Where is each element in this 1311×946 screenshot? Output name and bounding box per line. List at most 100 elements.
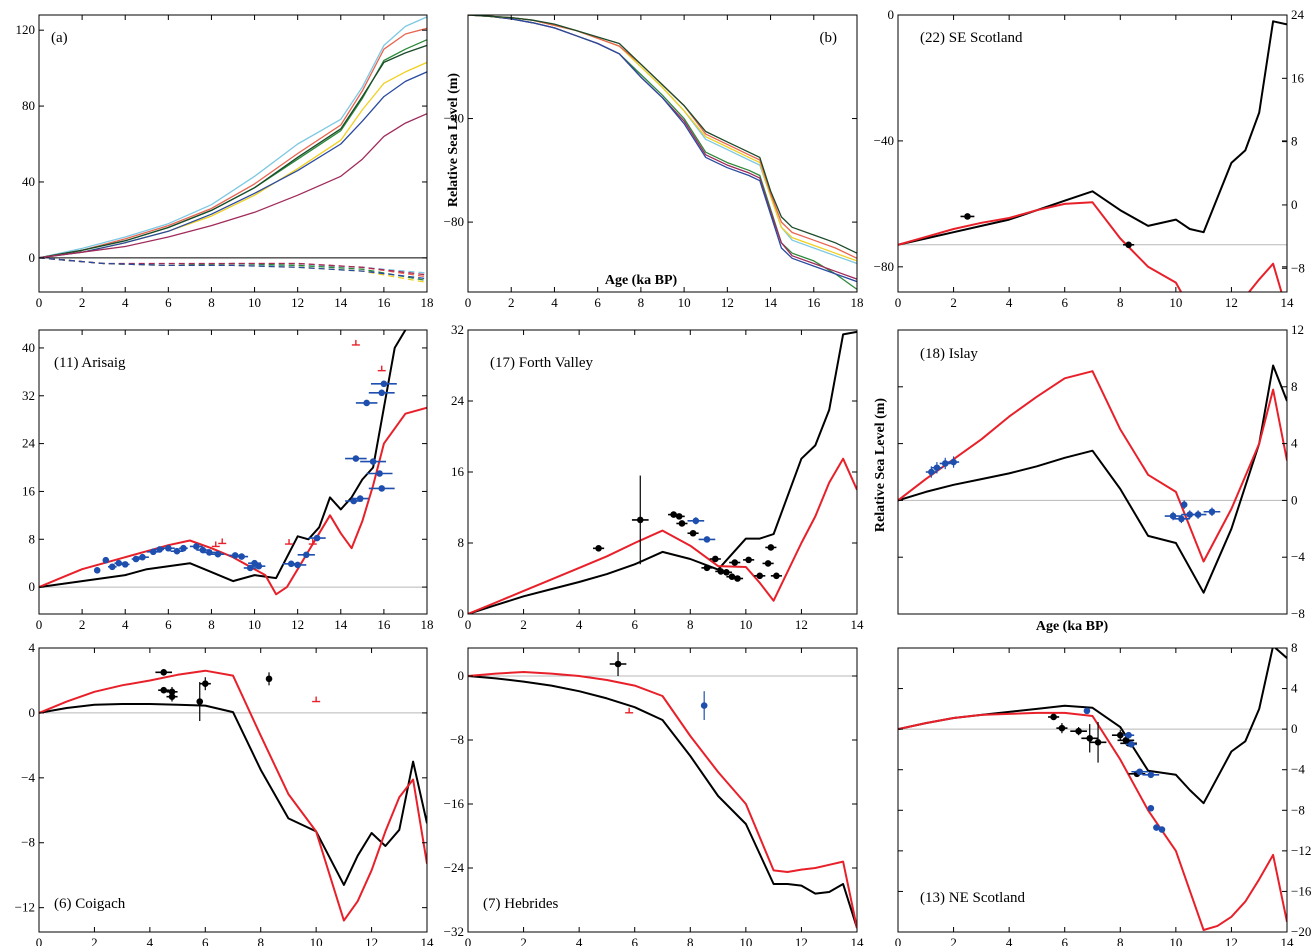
data-point-3	[168, 693, 176, 700]
data-point-3	[675, 513, 683, 520]
x-tick-label: 10	[678, 295, 691, 310]
x-tick-label: 14	[334, 295, 348, 310]
data-point-6	[265, 675, 273, 683]
plot-data	[468, 15, 857, 290]
x-axis-label-f: Age (ka BP)	[1036, 619, 1109, 634]
x-tick-label: 2	[950, 935, 957, 946]
y-axis-label-f: Relative Sea Level (m)	[873, 398, 888, 532]
x-tick-label: 6	[1061, 295, 1068, 310]
data-point-1	[1058, 724, 1066, 732]
y-tick-label: −4	[1291, 762, 1305, 777]
plot-frame	[897, 647, 1288, 933]
series-line-4	[39, 61, 427, 259]
y-tick-label: 80	[22, 98, 35, 113]
y2-tick-label: −8	[1291, 260, 1305, 275]
x-tick-label: 0	[465, 617, 472, 632]
y-tick-label: 8	[1291, 640, 1298, 655]
data-point-14	[205, 549, 213, 556]
x-tick-label: 14	[421, 935, 435, 946]
series-line-0	[898, 648, 1287, 805]
y-tick-label: 24	[22, 436, 36, 451]
x-tick-label: 18	[851, 295, 864, 310]
x-tick-label: 14	[1281, 295, 1295, 310]
data-point-6	[1180, 501, 1188, 508]
y-tick-label: −80	[444, 214, 464, 229]
x-tick-label: 12	[291, 617, 304, 632]
x-tick-label: 12	[795, 617, 808, 632]
data-point-2	[1075, 727, 1082, 735]
data-point-33	[380, 380, 388, 388]
plot-frame	[897, 329, 1288, 615]
x-tick-label: 0	[895, 935, 902, 946]
data-point-1	[700, 702, 708, 709]
data-point-1	[1125, 241, 1132, 249]
x-tick-label: 0	[36, 295, 43, 310]
x-tick-label: 4	[122, 295, 129, 310]
y-tick-label: −40	[444, 111, 464, 126]
data-point-16	[1158, 826, 1166, 833]
y-tick-label: 40	[22, 340, 35, 355]
data-point-27	[363, 399, 370, 407]
y-tick-label: −8	[21, 835, 35, 850]
x-tick-label: 0	[36, 935, 43, 946]
x-tick-label: 12	[365, 935, 378, 946]
panel-label: (22) SE Scotland	[920, 30, 1023, 46]
data-point-3	[1086, 734, 1094, 742]
x-tick-label: 4	[122, 617, 129, 632]
data-point-13	[1147, 771, 1155, 779]
panel-label: (13) NE Scotland	[920, 890, 1025, 906]
y-tick-label: −8	[1291, 802, 1305, 817]
y-tick-label: −4	[1291, 549, 1305, 564]
plot-frame	[897, 14, 1288, 293]
y-tick-label: 16	[451, 464, 465, 479]
data-point-0	[614, 660, 622, 668]
x-tick-label: 10	[739, 935, 752, 946]
data-point-8	[717, 568, 725, 575]
plot-data	[898, 648, 1287, 931]
data-point-21	[287, 560, 295, 568]
x-tick-label: 0	[465, 935, 472, 946]
data-point-18	[692, 517, 700, 525]
data-point-0	[1050, 713, 1057, 721]
x-axis-label-b: Age (ka BP)	[605, 273, 678, 288]
plot-data	[898, 20, 1287, 292]
x-tick-label: 12	[721, 295, 734, 310]
series-line-4	[468, 15, 857, 262]
x-tick-label: 10	[1169, 935, 1182, 946]
data-point-14	[1147, 804, 1155, 812]
x-tick-label: 4	[1006, 935, 1013, 946]
data-point-8	[1194, 511, 1202, 518]
y-tick-label: 8	[29, 531, 36, 546]
x-tick-label: 12	[1225, 935, 1238, 946]
x-tick-label: 6	[165, 295, 172, 310]
y-tick-label: 12	[1291, 322, 1304, 337]
series-line-3	[39, 44, 427, 259]
data-point-11	[731, 559, 739, 566]
y-tick-label: −12	[15, 900, 35, 915]
x-tick-label: 14	[764, 295, 778, 310]
y-tick-label: 0	[1291, 492, 1298, 507]
y-tick-label: 0	[29, 579, 36, 594]
y-tick-label: 0	[458, 606, 465, 621]
x-tick-label: 12	[291, 295, 304, 310]
y-tick-label: 4	[29, 640, 36, 655]
y-tick-label: 32	[22, 388, 35, 403]
x-tick-label: 6	[165, 617, 172, 632]
plot-frame	[467, 647, 858, 933]
data-point-4	[1094, 739, 1102, 746]
data-point-9	[1083, 707, 1091, 715]
data-point-9	[723, 568, 730, 576]
series-line-0	[468, 675, 857, 929]
y2-tick-label: 24	[1291, 7, 1305, 22]
data-point-1	[933, 464, 941, 472]
x-tick-label: 14	[851, 617, 865, 632]
x-tick-label: 6	[202, 935, 209, 946]
y-tick-label: 16	[22, 483, 36, 498]
series-line-1	[39, 27, 427, 259]
data-point-29	[369, 458, 377, 465]
x-tick-label: 4	[147, 935, 154, 946]
data-point-0	[595, 545, 602, 552]
x-tick-label: 18	[421, 617, 434, 632]
x-tick-label: 18	[421, 295, 434, 310]
